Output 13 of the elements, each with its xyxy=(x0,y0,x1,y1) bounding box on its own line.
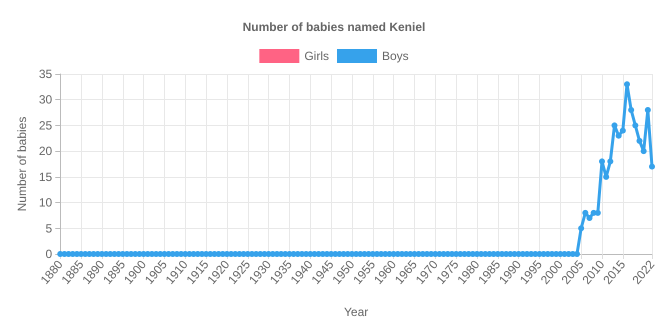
y-tick-label: 25 xyxy=(38,118,53,132)
y-tick-label: 20 xyxy=(38,144,53,158)
legend-label: Boys xyxy=(382,49,409,63)
y-tick-label: 30 xyxy=(38,92,53,107)
chart-title: Number of babies named Keniel xyxy=(242,20,426,34)
y-tick-label: 5 xyxy=(46,221,53,236)
y-axis-title: Number of babies xyxy=(15,116,29,212)
x-axis-title: Year xyxy=(344,305,368,319)
y-tick-label: 15 xyxy=(38,170,53,184)
y-tick-label: 10 xyxy=(38,196,53,210)
y-tick-label: 35 xyxy=(38,67,53,81)
legend-label: Girls xyxy=(304,49,329,63)
y-tick-label: 0 xyxy=(46,247,53,261)
